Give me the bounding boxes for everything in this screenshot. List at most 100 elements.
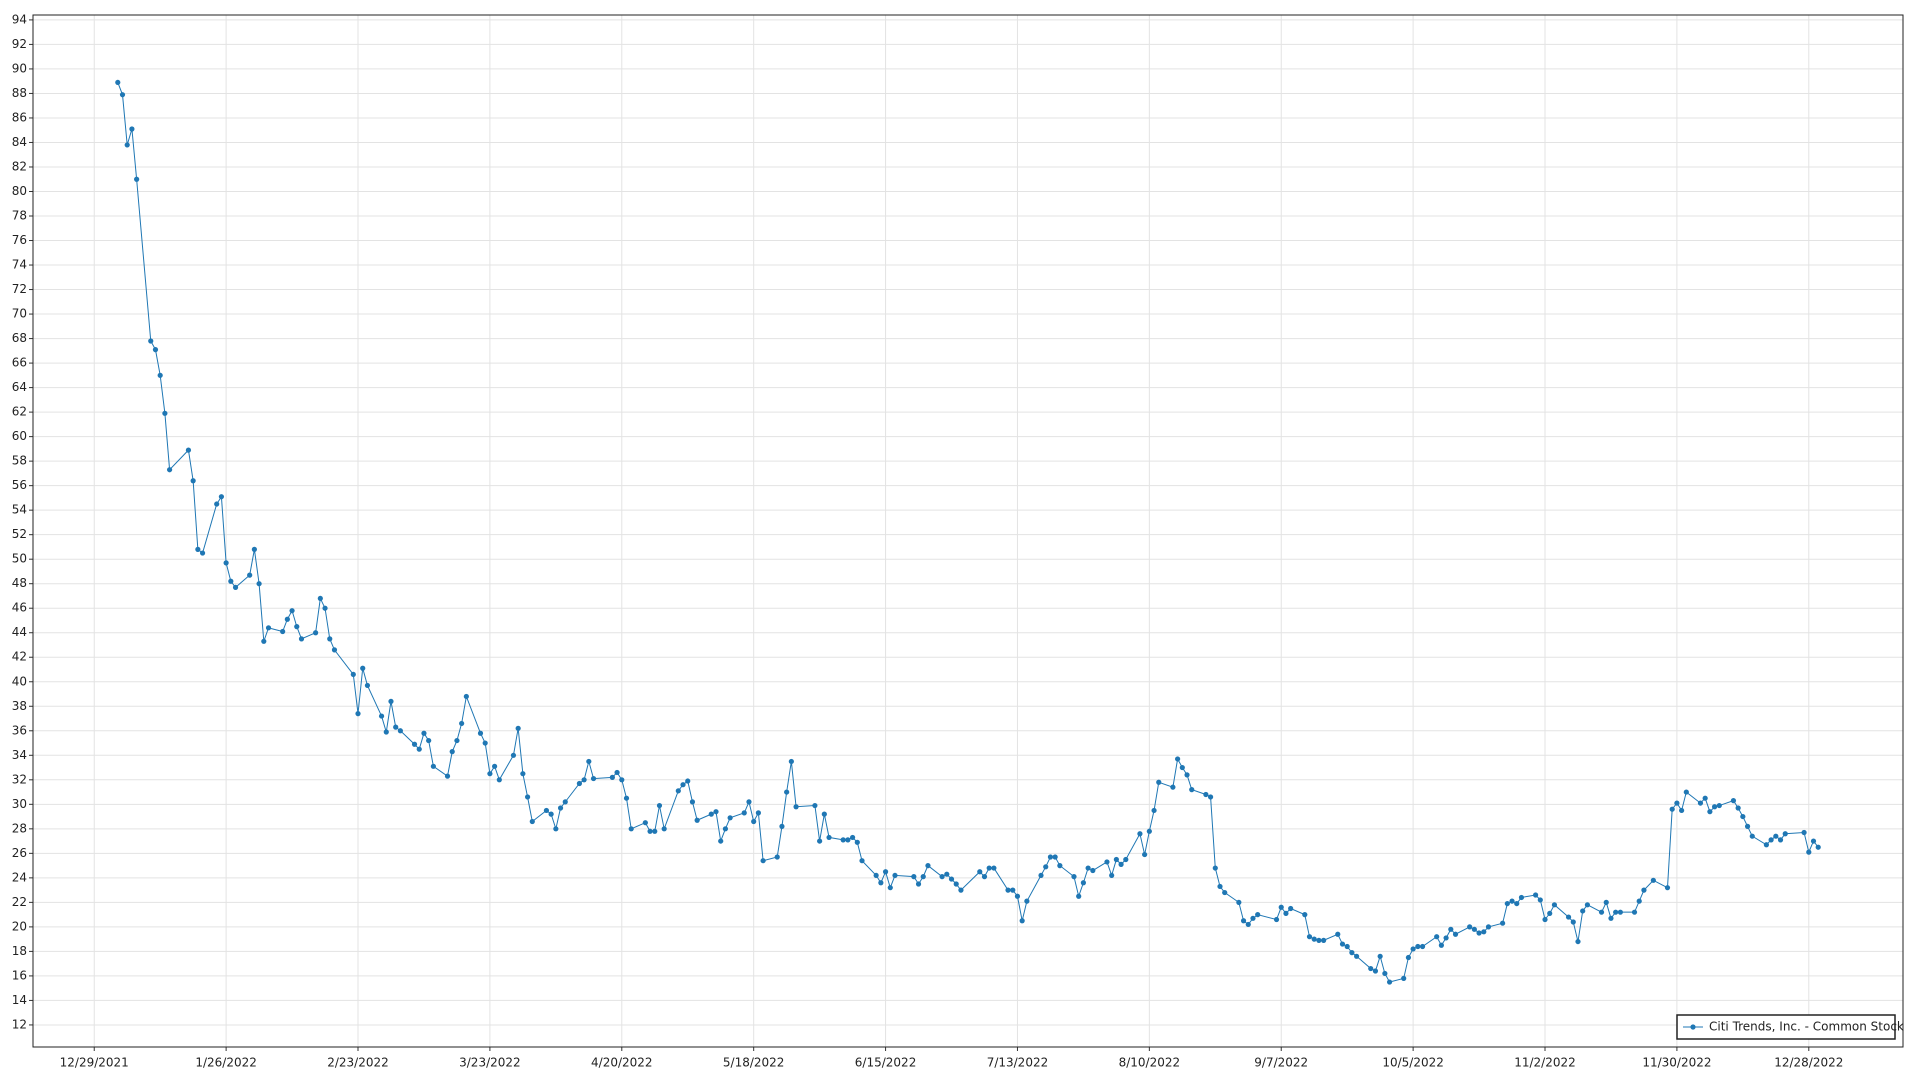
data-point: [1010, 887, 1016, 893]
data-point: [520, 771, 526, 777]
data-point: [496, 777, 502, 783]
y-tick-label: 94: [12, 12, 27, 26]
data-point: [920, 874, 926, 880]
data-point: [1471, 926, 1477, 932]
data-point: [397, 728, 404, 734]
data-point: [327, 636, 333, 642]
data-point: [1372, 968, 1379, 974]
data-point: [1377, 953, 1383, 959]
data-point: [1123, 856, 1129, 863]
data-point: [214, 501, 220, 507]
x-tick-label: 9/7/2022: [1254, 1056, 1308, 1070]
data-point: [251, 546, 257, 552]
data-point: [294, 624, 300, 630]
y-tick-label: 88: [12, 86, 27, 100]
data-point: [614, 769, 620, 776]
data-point: [859, 858, 865, 864]
data-point: [1697, 800, 1704, 806]
data-point: [1339, 941, 1346, 947]
data-point: [675, 788, 681, 794]
data-point: [1217, 883, 1223, 890]
y-tick-label: 28: [12, 821, 27, 835]
data-point: [878, 880, 884, 886]
y-tick-label: 84: [12, 135, 27, 149]
data-point: [482, 740, 488, 746]
legend: Citi Trends, Inc. - Common Stock: [1676, 1014, 1904, 1040]
data-point: [261, 638, 267, 644]
data-point: [199, 550, 206, 556]
data-point: [1240, 918, 1247, 924]
y-tick-label: 38: [12, 699, 27, 713]
data-point: [1415, 943, 1421, 950]
data-point: [557, 805, 564, 811]
data-point: [1613, 909, 1619, 915]
data-point: [609, 774, 615, 780]
data-point: [1057, 863, 1063, 869]
x-tick-label: 2/23/2022: [327, 1056, 389, 1070]
data-point: [510, 752, 517, 758]
data-point: [986, 865, 992, 871]
data-point: [1641, 887, 1647, 893]
data-point: [166, 467, 173, 473]
data-point: [1777, 837, 1784, 843]
data-point: [1306, 934, 1313, 940]
x-tick-label: 5/18/2022: [723, 1056, 785, 1070]
data-point: [1146, 828, 1152, 834]
x-tick-label: 4/20/2022: [591, 1056, 653, 1070]
data-point: [1674, 800, 1680, 806]
data-point: [1175, 756, 1181, 762]
data-point: [1683, 789, 1689, 795]
data-point: [129, 126, 135, 132]
y-tick-label: 80: [12, 184, 27, 198]
x-tick-label: 3/23/2022: [459, 1056, 521, 1070]
data-point: [628, 826, 634, 832]
data-point: [1570, 919, 1576, 925]
y-tick-label: 60: [12, 429, 27, 443]
y-tick-label: 30: [12, 797, 27, 811]
data-point: [1801, 829, 1807, 836]
data-point: [1542, 916, 1548, 923]
data-point: [1283, 910, 1289, 917]
data-point: [774, 854, 780, 860]
data-point: [223, 560, 229, 566]
data-point: [360, 665, 366, 671]
data-point: [256, 581, 262, 587]
data-point: [1156, 779, 1162, 785]
data-point: [1679, 807, 1685, 814]
data-point: [388, 698, 394, 704]
data-point: [421, 730, 427, 736]
data-point: [991, 865, 997, 871]
y-tick-label: 44: [12, 625, 27, 639]
data-point: [1090, 867, 1096, 874]
data-point: [1080, 880, 1087, 886]
data-point: [1207, 794, 1214, 800]
data-point: [119, 92, 126, 98]
data-point: [727, 815, 733, 821]
data-point: [331, 647, 338, 653]
data-point: [1184, 772, 1190, 778]
y-tick-label: 90: [12, 61, 27, 75]
data-point: [232, 584, 239, 590]
data-point: [1419, 943, 1426, 950]
data-point: [1038, 872, 1044, 879]
x-tick-label: 6/15/2022: [855, 1056, 917, 1070]
data-point: [529, 818, 535, 825]
data-point: [1551, 902, 1558, 908]
data-point: [1749, 833, 1755, 839]
data-point: [1514, 900, 1520, 907]
data-point: [1316, 937, 1322, 943]
legend-box: [1676, 1014, 1896, 1040]
data-point: [1189, 787, 1195, 793]
data-point: [1019, 918, 1025, 924]
data-point: [115, 79, 121, 86]
data-point: [1575, 938, 1581, 945]
data-point: [689, 799, 696, 805]
data-point: [953, 881, 959, 887]
data-point: [1716, 802, 1722, 809]
data-point: [887, 885, 893, 891]
y-tick-label: 92: [12, 37, 27, 51]
data-point: [722, 826, 729, 832]
data-point: [152, 347, 159, 353]
